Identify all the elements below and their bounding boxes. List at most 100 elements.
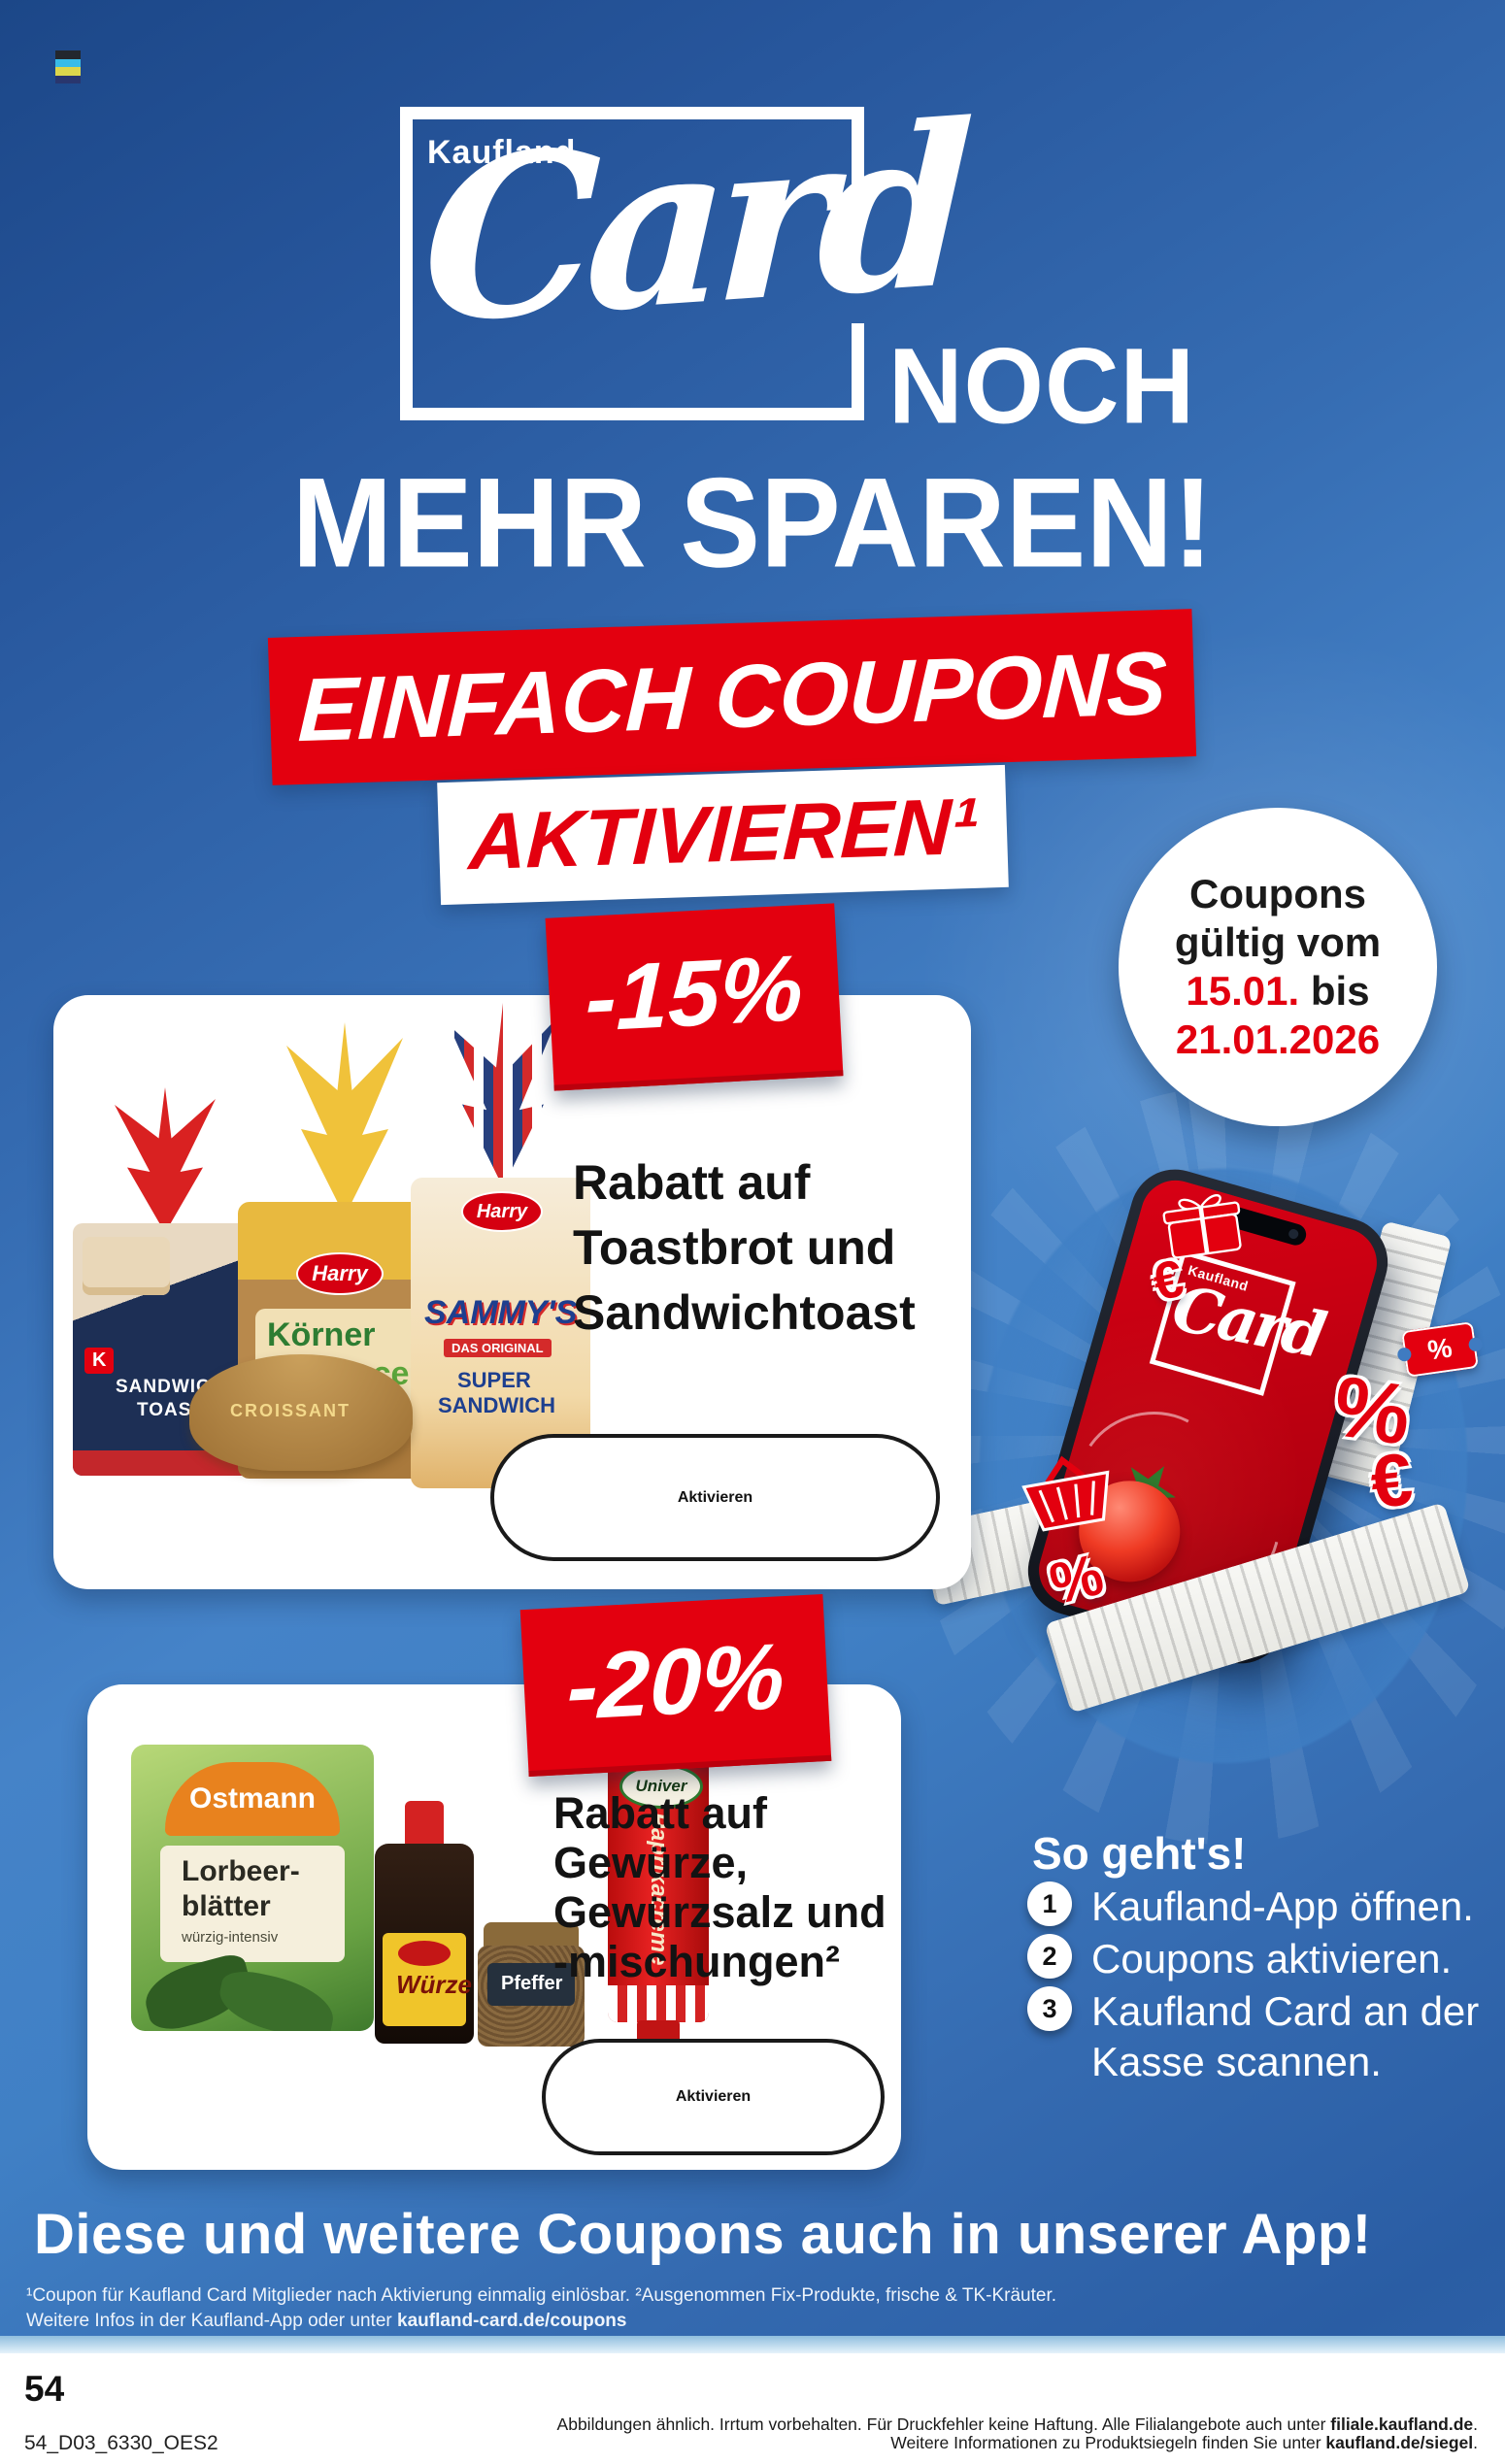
- banner1-label: EINFACH COUPONS: [296, 633, 1169, 760]
- logo-brand-text: Kaufland: [427, 134, 577, 171]
- activate-button-label: Aktivieren: [675, 2088, 752, 2105]
- coupon-card-toast: K SANDWICH- TOAST Harry Körner Balance H…: [53, 995, 971, 1589]
- validity-line1: Coupons: [1189, 871, 1366, 916]
- product-name: blätter: [182, 1890, 271, 1922]
- step-item-1: 1 Kaufland-App öffnen.: [1027, 1881, 1474, 1932]
- bay-leaves-graphic: [214, 1966, 340, 2031]
- product-brand: Univer: [635, 1777, 687, 1795]
- ostmann-arch: Ostmann: [165, 1762, 340, 1836]
- validity-circle: Coupons gültig vom 15.01. bis 21.01.2026: [1119, 808, 1437, 1126]
- product-sub: SUPER: [457, 1368, 531, 1392]
- product-brand: Ostmann: [188, 1782, 317, 1815]
- banner-einfach-coupons: EINFACH COUPONS: [267, 609, 1197, 785]
- croissant-bread: CROISSANT: [189, 1354, 413, 1471]
- product-name: Körner: [267, 1316, 376, 1353]
- step-label: Kaufland Card an der Kasse scannen.: [1091, 1986, 1479, 2087]
- activate-button-label: Aktivieren: [677, 1488, 753, 1506]
- legal-line1: Abbildungen ähnlich. Irrtum vorbehalten.…: [487, 2415, 1478, 2434]
- product-sub: SANDWICH: [438, 1393, 555, 1417]
- pfeffer-jar: Pfeffer: [474, 1922, 588, 2047]
- validity-line2: gültig vom: [1174, 919, 1382, 965]
- basket-icon: [1021, 1455, 1110, 1532]
- k-logo: K: [84, 1348, 115, 1374]
- euro-icon: €: [1366, 1438, 1417, 1524]
- desc-line: Toastbrot und: [573, 1220, 896, 1275]
- step-label-line2: Kasse scannen.: [1091, 2039, 1382, 2084]
- step-number-badge: 1: [1027, 1881, 1072, 1926]
- validity-bis: bis: [1299, 968, 1370, 1014]
- footer: [0, 2353, 1505, 2464]
- desc-line: Gewürzsalz und: [553, 1887, 886, 1937]
- bread-bag-sammys: Harry SAMMY'S DAS ORIGINAL SUPER SANDWIC…: [411, 1003, 590, 1488]
- footnotes: ¹Coupon für Kaufland Card Mitglieder nac…: [26, 2283, 1114, 2334]
- coupon2-description: Rabatt auf Gewürze, Gewürzsalz und -misc…: [553, 1788, 886, 1986]
- discount-value: -15%: [585, 936, 804, 1051]
- logo-frame-right-lower: [852, 323, 864, 420]
- page-code: 54_D03_6330_OES2: [24, 2432, 218, 2454]
- banner2-label: AKTIVIEREN¹: [466, 782, 980, 887]
- desc-line: Rabatt auf: [573, 1155, 811, 1210]
- headline-noch: NOCH: [888, 326, 1196, 447]
- gift-icon: [1162, 1194, 1242, 1259]
- logo-frame-right-upper: [852, 107, 864, 186]
- step-number-badge: 2: [1027, 1934, 1072, 1979]
- paprika-tube: Univer Paprikacreme: [594, 1731, 722, 2051]
- desc-line: Sandwichtoast: [573, 1285, 916, 1340]
- banner-aktivieren: AKTIVIEREN¹: [437, 764, 1009, 906]
- legal-line2-suffix: .: [1473, 2433, 1478, 2452]
- legal-text: Abbildungen ähnlich. Irrtum vorbehalten.…: [487, 2415, 1478, 2452]
- legal-line1-text: Abbildungen ähnlich. Irrtum vorbehalten.…: [556, 2414, 1331, 2434]
- ostmann-package: Ostmann Lorbeer- blätter würzig-intensiv: [131, 1745, 374, 2031]
- steps-title: So geht's!: [1032, 1828, 1247, 1879]
- validity-date-from: 15.01.: [1186, 968, 1300, 1014]
- validity-line3: 15.01. bis: [1119, 967, 1437, 1016]
- footnote-line2: Weitere Infos in der Kaufland-App oder u…: [26, 2309, 1114, 2334]
- desc-line: Gewürze,: [553, 1838, 749, 1887]
- step-item-2: 2 Coupons aktivieren.: [1027, 1934, 1452, 1984]
- legal-line2-text: Weitere Informationen zu Produktsiegeln …: [890, 2433, 1326, 2452]
- bag-body: Harry SAMMY'S DAS ORIGINAL SUPER SANDWIC…: [411, 1178, 590, 1488]
- legal-line1-suffix: .: [1473, 2414, 1478, 2434]
- siegel-link[interactable]: kaufland.de/siegel: [1325, 2433, 1474, 2452]
- bag-twist-graphic: [286, 1022, 403, 1216]
- desc-line: -mischungen²: [553, 1937, 841, 1986]
- product-sub: würzig-intensiv: [182, 1929, 279, 1946]
- logo-frame-left: [400, 107, 413, 420]
- headline-mehr-sparen: MEHR SPAREN!: [291, 451, 1214, 595]
- page-number: 54: [24, 2369, 65, 2409]
- filiale-link[interactable]: filiale.kaufland.de: [1330, 2414, 1474, 2434]
- product-name: Würze: [396, 1970, 472, 1999]
- kaufland-card-logo: [400, 107, 864, 420]
- desc-line: Rabatt auf: [553, 1788, 768, 1838]
- bag-twist-graphic: [115, 1087, 216, 1233]
- app-promo-headline: Diese und weitere Coupons auch in unsere…: [34, 2203, 1372, 2266]
- coupon1-description: Rabatt auf Toastbrot und Sandwichtoast: [573, 1150, 916, 1346]
- product-name: Pfeffer: [501, 1973, 563, 1994]
- discount-badge-15: -15%: [545, 903, 844, 1091]
- step-label: Kaufland-App öffnen.: [1091, 1883, 1474, 1929]
- univer-logo: Univer: [619, 1764, 703, 1809]
- footnote-line2-text: Weitere Infos in der Kaufland-App oder u…: [26, 2311, 397, 2331]
- step-label-line1: Kaufland Card an der: [1091, 1988, 1480, 2034]
- discount-value: -20%: [566, 1624, 786, 1740]
- product-name: CROISSANT: [230, 1401, 351, 1420]
- coupons-link[interactable]: kaufland-card.de/coupons: [397, 2311, 627, 2331]
- harry-logo: Harry: [461, 1191, 543, 1232]
- logo-frame-top: [400, 107, 864, 119]
- maggi-bottle: Würze: [367, 1801, 482, 2044]
- validity-date-to: 21.01.2026: [1175, 1016, 1381, 1062]
- harry-logo: Harry: [296, 1252, 384, 1295]
- logo-card-script: Card: [418, 74, 964, 374]
- legal-line2: Weitere Informationen zu Produktsiegeln …: [487, 2434, 1478, 2452]
- activate-button-coupon2[interactable]: Aktivieren: [542, 2039, 885, 2155]
- activate-button-coupon1[interactable]: Aktivieren: [490, 1434, 940, 1561]
- product-name: SAMMY'S: [424, 1294, 578, 1331]
- step-item-3: 3 Kaufland Card an der Kasse scannen.: [1027, 1986, 1479, 2087]
- maggi-logo: [398, 1941, 451, 1966]
- coupon-card-gewuerze: Ostmann Lorbeer- blätter würzig-intensiv…: [87, 1684, 901, 2170]
- product-name: TOAST: [137, 1400, 205, 1420]
- footer-divider: [0, 2336, 1505, 2353]
- step-number-badge: 3: [1027, 1986, 1072, 2031]
- step-label: Coupons aktivieren.: [1091, 1936, 1453, 1981]
